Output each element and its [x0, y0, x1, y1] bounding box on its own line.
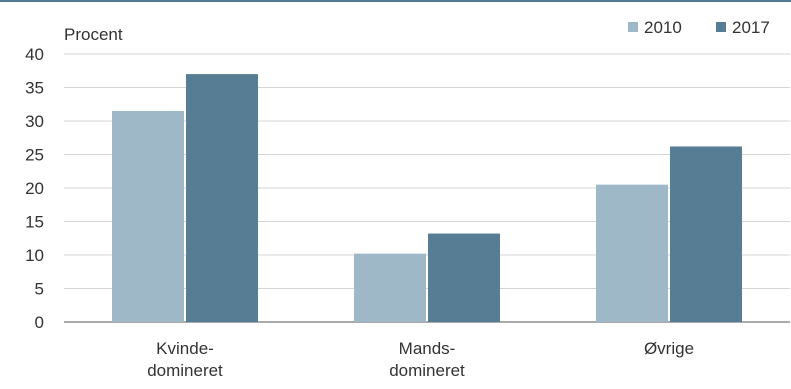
y-axis-tick-labels: 0 5 10 15 20 25 30 35 40	[25, 45, 44, 332]
y-tick-label: 30	[25, 112, 44, 131]
category-label-line: domineret	[147, 361, 223, 380]
y-tick-label: 20	[25, 179, 44, 198]
category-label: Øvrige	[644, 339, 694, 358]
bar-2010-1	[354, 253, 426, 322]
y-tick-label: 40	[25, 45, 44, 64]
category-label: Kvinde-domineret	[147, 339, 223, 380]
gridlines	[64, 53, 790, 323]
y-axis-title: Procent	[64, 25, 123, 44]
category-label-line: Kvinde-	[156, 339, 214, 358]
y-tick-label: 5	[35, 280, 44, 299]
legend: 2010 2017	[628, 18, 770, 37]
category-label-line: Øvrige	[644, 339, 694, 358]
bars	[112, 74, 742, 322]
y-tick-label: 25	[25, 146, 44, 165]
category-label-line: Mands-	[399, 339, 456, 358]
legend-label: 2010	[644, 18, 682, 37]
bar-2010-2	[596, 184, 668, 322]
bar-2017-2	[670, 146, 742, 322]
category-label: Mands-domineret	[389, 339, 465, 380]
bar-2017-0	[186, 74, 258, 322]
y-tick-label: 15	[25, 213, 44, 232]
bar-2017-1	[428, 233, 500, 322]
legend-swatch	[716, 22, 726, 32]
y-tick-label: 35	[25, 79, 44, 98]
legend-swatch	[628, 22, 638, 32]
bar-2010-0	[112, 110, 184, 322]
category-label-line: domineret	[389, 361, 465, 380]
y-tick-label: 10	[25, 246, 44, 265]
y-tick-label: 0	[35, 313, 44, 332]
legend-label: 2017	[732, 18, 770, 37]
